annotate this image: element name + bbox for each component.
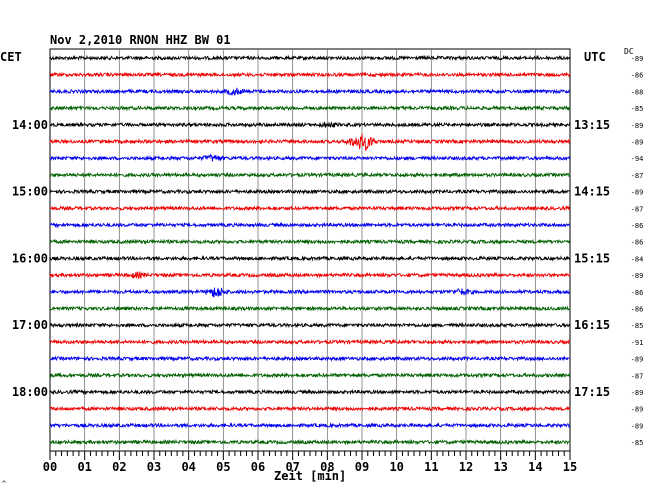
seismic-trace xyxy=(49,153,571,162)
x-tick-label: 00 xyxy=(43,460,57,474)
x-tick-label: 11 xyxy=(424,460,438,474)
left-time-label: 16:00 xyxy=(12,251,48,265)
seismic-trace xyxy=(49,255,571,262)
x-tick-label: 04 xyxy=(181,460,195,474)
seismic-trace xyxy=(49,188,571,195)
seismic-trace xyxy=(49,133,571,151)
dc-value: -86 xyxy=(631,239,644,247)
seismic-trace xyxy=(49,287,571,298)
dc-value: -89 xyxy=(631,189,644,197)
dc-value: -86 xyxy=(631,306,644,314)
x-tick-label: 07 xyxy=(285,460,299,474)
left-time-label: 18:00 xyxy=(12,385,48,399)
dc-value: -89 xyxy=(631,122,644,130)
right-time-label: 15:15 xyxy=(574,251,610,265)
x-tick-label: 12 xyxy=(459,460,473,474)
right-time-label: 17:15 xyxy=(574,385,610,399)
dc-value: -87 xyxy=(631,172,644,180)
dc-value: -86 xyxy=(631,222,644,230)
seismic-trace xyxy=(49,372,571,379)
dc-value: -85 xyxy=(631,105,644,113)
dc-value: -89 xyxy=(631,272,644,280)
seismic-trace xyxy=(49,270,571,280)
seismic-trace xyxy=(49,388,571,396)
dc-value: -89 xyxy=(631,356,644,364)
corner-mark: ^ xyxy=(2,480,7,488)
dc-value: -89 xyxy=(631,55,644,63)
seismic-trace xyxy=(49,205,571,212)
dc-value: -89 xyxy=(631,389,644,397)
seismic-trace xyxy=(49,221,571,229)
x-tick-label: 05 xyxy=(216,460,230,474)
seismic-trace xyxy=(49,87,571,96)
dc-value: -86 xyxy=(631,289,644,297)
dc-value: -94 xyxy=(631,155,644,163)
x-tick-label: 14 xyxy=(528,460,542,474)
right-time-label: 14:15 xyxy=(574,185,610,199)
dc-value: -89 xyxy=(631,406,644,414)
dc-value: -91 xyxy=(631,339,644,347)
seismic-trace xyxy=(49,54,571,62)
x-tick-label: 02 xyxy=(112,460,126,474)
seismic-trace xyxy=(49,171,571,179)
seismic-trace xyxy=(49,121,571,129)
x-tick-label: 03 xyxy=(147,460,161,474)
x-tick-label: 15 xyxy=(563,460,577,474)
cet-label: CET xyxy=(0,50,22,64)
dc-value: -89 xyxy=(631,139,644,147)
left-time-label: 15:00 xyxy=(12,185,48,199)
dc-label: DC xyxy=(624,47,634,56)
x-tick-label: 09 xyxy=(355,460,369,474)
seismic-trace xyxy=(49,305,571,312)
left-time-label: 17:00 xyxy=(12,318,48,332)
x-tick-label: 13 xyxy=(493,460,507,474)
seismic-trace xyxy=(49,104,571,112)
seismic-trace xyxy=(49,355,571,362)
x-tick-label: 01 xyxy=(77,460,91,474)
dc-value: -84 xyxy=(631,255,644,263)
dc-value: -85 xyxy=(631,439,644,447)
seismic-trace xyxy=(49,422,571,429)
seismic-trace xyxy=(49,438,571,446)
seismic-trace xyxy=(49,338,571,346)
x-tick-label: 10 xyxy=(389,460,403,474)
utc-label: UTC xyxy=(584,50,606,64)
seismic-trace xyxy=(49,405,571,413)
left-time-label: 14:00 xyxy=(12,118,48,132)
x-tick-label: 06 xyxy=(251,460,265,474)
right-time-label: 13:15 xyxy=(574,118,610,132)
dc-value: -87 xyxy=(631,372,644,380)
dc-value: -85 xyxy=(631,322,644,330)
x-axis-label: Zeit [min] xyxy=(274,469,347,483)
seismic-trace xyxy=(49,321,571,329)
dc-value: -88 xyxy=(631,88,644,96)
seismic-trace xyxy=(49,71,571,78)
right-time-label: 16:15 xyxy=(574,318,610,332)
dc-value: -89 xyxy=(631,422,644,430)
seismic-trace xyxy=(49,238,571,246)
dc-value: -87 xyxy=(631,205,644,213)
x-tick-label: 08 xyxy=(320,460,334,474)
chart-title: Nov 2,2010 RNON HHZ BW 01 xyxy=(50,33,231,47)
dc-value: -86 xyxy=(631,72,644,80)
